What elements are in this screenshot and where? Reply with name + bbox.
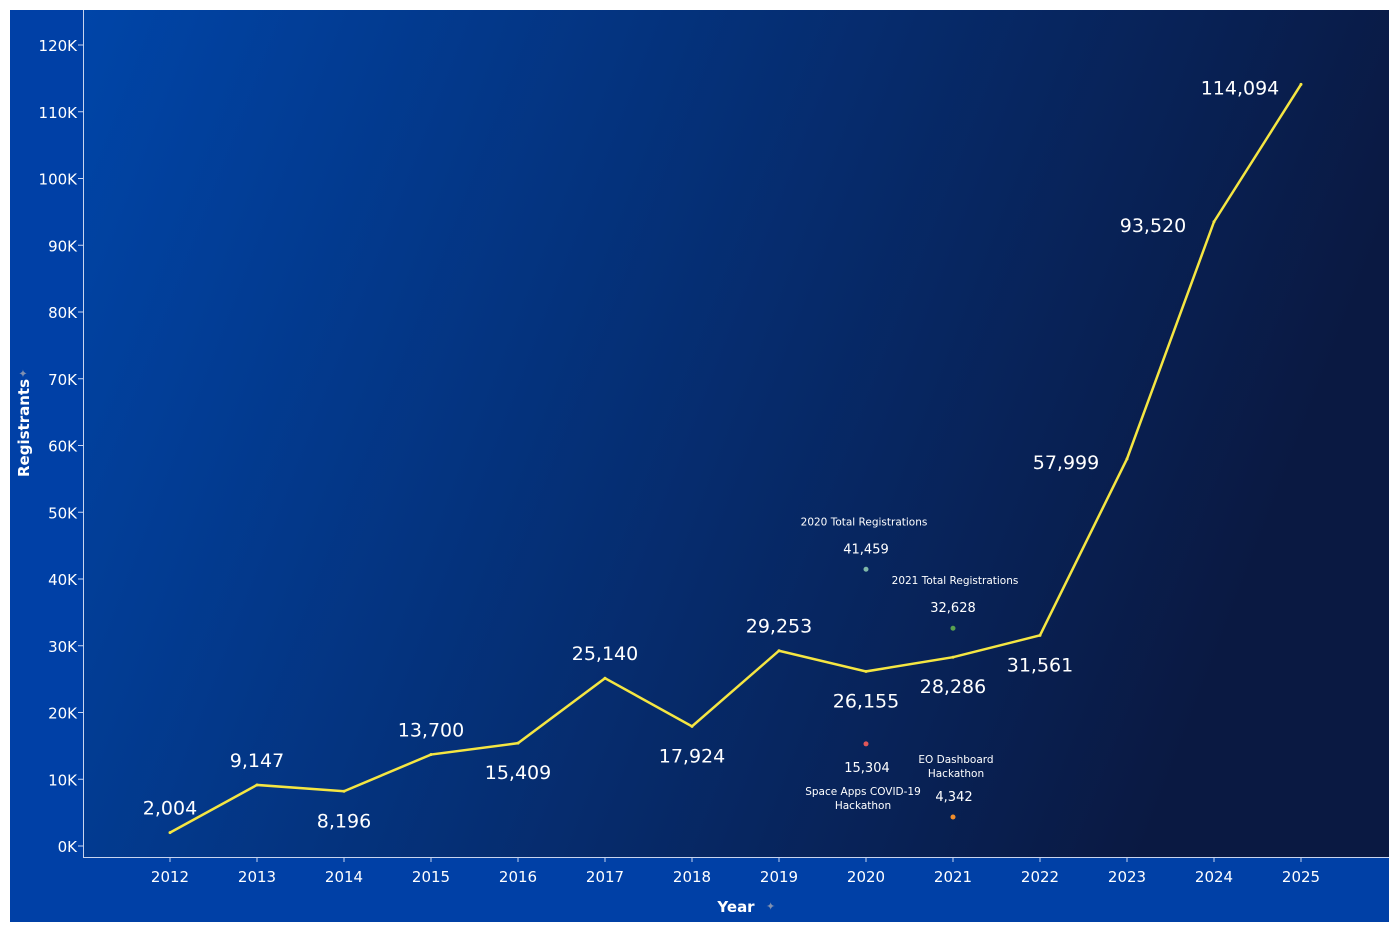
x-tick-label: 2022 bbox=[1021, 868, 1059, 886]
y-axis-pin-icon: ✦ bbox=[17, 369, 30, 378]
data-point[interactable] bbox=[1038, 633, 1042, 637]
data-point[interactable] bbox=[516, 741, 520, 745]
annotation-point[interactable] bbox=[950, 625, 956, 631]
data-point[interactable] bbox=[690, 724, 694, 728]
x-tick-label: 2021 bbox=[934, 868, 972, 886]
y-tick-label: 10K bbox=[48, 771, 78, 789]
y-tick-label: 120K bbox=[39, 37, 79, 55]
y-tick-label: 20K bbox=[48, 705, 78, 723]
annotation-point[interactable] bbox=[950, 814, 956, 820]
annotation-value: 41,459 bbox=[843, 542, 889, 557]
annotation-value: 32,628 bbox=[930, 601, 976, 616]
data-label: 57,999 bbox=[1033, 452, 1099, 474]
x-tick-label: 2016 bbox=[499, 868, 537, 886]
series-line bbox=[169, 83, 1303, 834]
data-label: 26,155 bbox=[833, 690, 899, 712]
data-label: 28,286 bbox=[920, 676, 986, 698]
annotation-text: Space Apps COVID-19 Hackathon bbox=[805, 786, 921, 812]
annotation-text: 2020 Total Registrations bbox=[801, 516, 928, 528]
x-tick-label: 2018 bbox=[673, 868, 711, 886]
x-tick-label: 2020 bbox=[847, 868, 885, 886]
data-point[interactable] bbox=[342, 789, 346, 793]
y-axis-title: Registrants bbox=[15, 379, 33, 477]
data-point[interactable] bbox=[429, 753, 433, 757]
y-tick-label: 50K bbox=[48, 504, 78, 522]
data-label: 9,147 bbox=[230, 750, 284, 772]
annotation-point[interactable] bbox=[863, 566, 869, 572]
y-tick-label: 100K bbox=[39, 171, 79, 189]
x-tick-label: 2023 bbox=[1108, 868, 1146, 886]
annotation-text: 2021 Total Registrations bbox=[892, 575, 1019, 587]
annotation-text: EO Dashboard Hackathon bbox=[918, 754, 993, 780]
x-axis-pin-icon: ✦ bbox=[766, 900, 775, 913]
x-tick-label: 2014 bbox=[325, 868, 363, 886]
data-point[interactable] bbox=[951, 655, 955, 659]
data-point[interactable] bbox=[168, 831, 172, 835]
data-label: 31,561 bbox=[1007, 654, 1073, 676]
data-label: 29,253 bbox=[746, 616, 812, 638]
data-point[interactable] bbox=[864, 669, 868, 673]
y-tick-label: 60K bbox=[48, 438, 78, 456]
data-point[interactable] bbox=[1299, 82, 1303, 86]
x-tick-label: 2017 bbox=[586, 868, 624, 886]
data-point[interactable] bbox=[603, 676, 607, 680]
annotation-point[interactable] bbox=[863, 741, 869, 747]
data-label: 93,520 bbox=[1120, 215, 1186, 237]
data-label: 13,700 bbox=[398, 720, 464, 742]
y-tick-label: 40K bbox=[48, 571, 78, 589]
y-tick-label: 80K bbox=[48, 304, 78, 322]
x-tick-label: 2015 bbox=[412, 868, 450, 886]
y-tick-label: 90K bbox=[48, 237, 78, 255]
x-tick-label: 2012 bbox=[151, 868, 189, 886]
data-label: 17,924 bbox=[659, 745, 725, 767]
x-tick-label: 2025 bbox=[1282, 868, 1320, 886]
y-tick-label: 0K bbox=[58, 838, 79, 856]
y-tick-label: 30K bbox=[48, 638, 78, 656]
data-label: 114,094 bbox=[1201, 77, 1280, 99]
y-tick-label: 110K bbox=[39, 104, 79, 122]
data-label: 15,409 bbox=[485, 762, 551, 784]
data-point[interactable] bbox=[255, 783, 259, 787]
data-label: 8,196 bbox=[317, 810, 371, 832]
x-tick-label: 2013 bbox=[238, 868, 276, 886]
annotation-value: 4,342 bbox=[935, 790, 972, 805]
data-point[interactable] bbox=[777, 649, 781, 653]
x-tick-label: 2024 bbox=[1195, 868, 1233, 886]
x-axis-title: Year bbox=[716, 898, 755, 916]
data-point[interactable] bbox=[1212, 220, 1216, 224]
data-label: 25,140 bbox=[572, 643, 638, 665]
x-tick-label: 2019 bbox=[760, 868, 798, 886]
data-label: 2,004 bbox=[143, 798, 197, 820]
y-tick-label: 70K bbox=[48, 371, 78, 389]
data-point[interactable] bbox=[1125, 457, 1129, 461]
annotation-value: 15,304 bbox=[844, 761, 890, 776]
plot-area bbox=[83, 10, 1389, 857]
